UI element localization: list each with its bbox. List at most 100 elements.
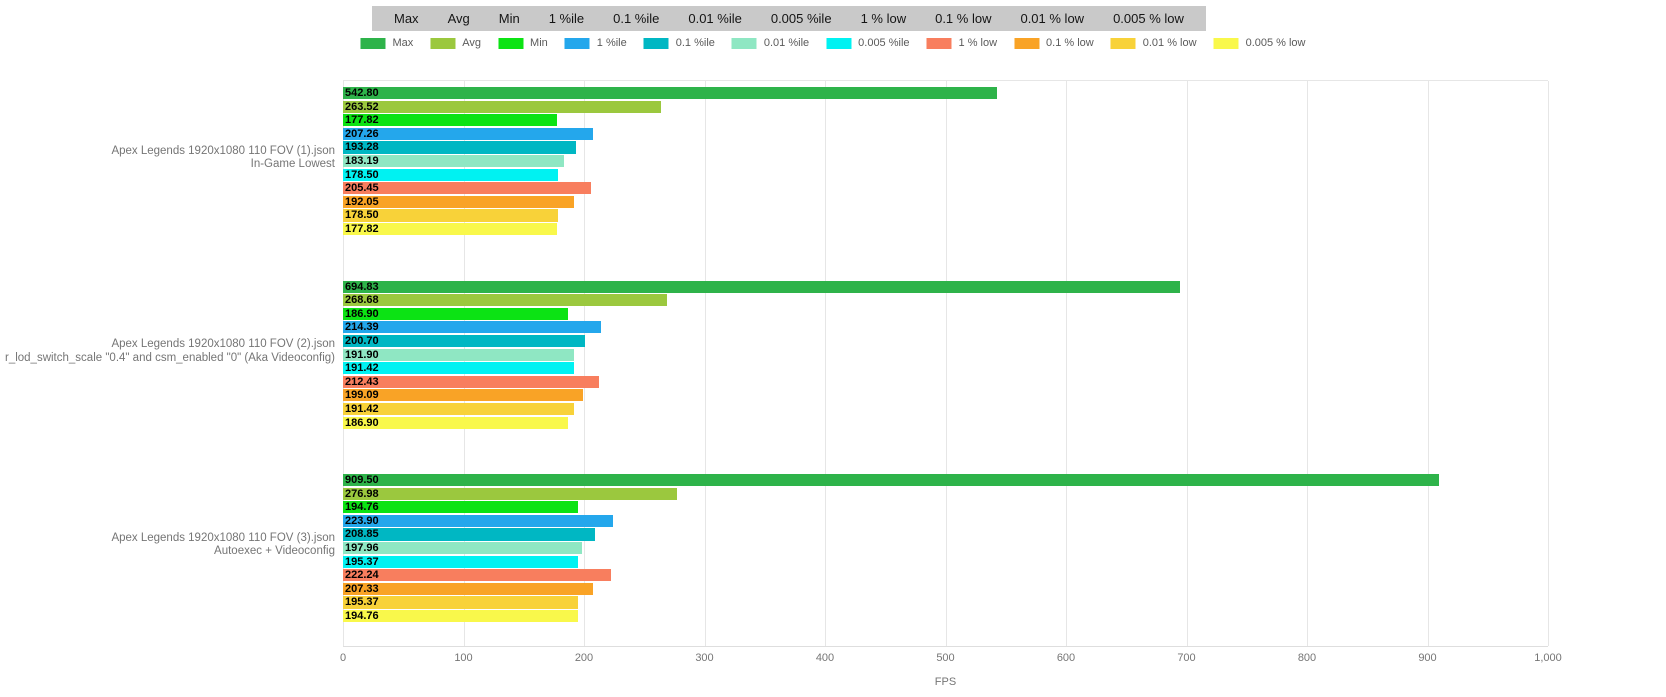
gridline-300	[704, 81, 706, 646]
chart-legend: Max Avg Min 1 %ile 0.1 %ile 0.01 %ile 0.005 %i…	[360, 37, 1306, 49]
x-tick-label-900: 900	[1418, 652, 1437, 664]
legend-item-label: 0.005 %ile	[858, 37, 910, 49]
x-tick-label-400: 400	[815, 652, 835, 664]
group-label-line2: In-Game Lowest	[250, 158, 335, 171]
bar-value-label: 214.39	[345, 321, 379, 334]
toolbar-button-0-01-low[interactable]: 0.01 % low	[1020, 11, 1085, 26]
toolbar-button-max[interactable]: Max	[394, 11, 419, 26]
bar-group2-0-1-low: 199.09	[343, 389, 583, 402]
legend-item-0-1-low: 0.1 % low	[1014, 37, 1094, 49]
toolbar-button-0-01-ile[interactable]: 0.01 %ile	[688, 11, 742, 26]
toolbar-button-1-ile[interactable]: 1 %ile	[548, 11, 585, 26]
bar-value-label: 195.37	[345, 555, 379, 568]
bar-value-label: 276.98	[345, 487, 379, 500]
bar-group1-1-ile: 207.26	[343, 127, 593, 140]
legend-item-label: Min	[530, 37, 548, 49]
gridline-900	[1427, 81, 1429, 646]
legend-swatch-icon	[1110, 37, 1136, 49]
legend-item-label: 1 % low	[958, 37, 998, 49]
legend-item-label: 0.01 %ile	[763, 37, 810, 49]
bar-group3-1-low: 222.24	[343, 569, 611, 582]
toolbar-button-0-1-ile[interactable]: 0.1 %ile	[613, 11, 660, 26]
bar-group1-0-1-low: 192.05	[343, 195, 575, 208]
bar-group2-0-005-ile: 191.42	[343, 362, 574, 375]
group-label-2: Apex Legends 1920x1080 110 FOV (2).json r…	[0, 338, 335, 365]
legend-item-label: 0.1 %ile	[675, 37, 715, 49]
bar-group3-min: 194.76	[343, 501, 578, 514]
bar-value-label: 263.52	[345, 100, 379, 113]
legend-item-0-005-ile: 0.005 %ile	[826, 37, 910, 49]
legend-swatch-icon	[1014, 37, 1040, 49]
bar-group3-1-ile: 223.90	[343, 514, 613, 527]
bar-group1-0-01-ile: 183.19	[343, 155, 564, 168]
bar-group2-1-low: 212.43	[343, 375, 599, 388]
legend-item-label: 0.005 % low	[1245, 37, 1306, 49]
group-label-1: Apex Legends 1920x1080 110 FOV (1).json I…	[0, 145, 335, 172]
bar-value-label: 194.76	[345, 610, 379, 623]
bar-group3-0-005-ile: 195.37	[343, 555, 579, 568]
toolbar-button-avg[interactable]: Avg	[447, 11, 470, 26]
legend-item-1-ile: 1 %ile	[564, 37, 627, 49]
group-label-3: Apex Legends 1920x1080 110 FOV (3).json A…	[0, 532, 335, 559]
bar-value-label: 177.82	[345, 223, 379, 236]
bar-group2-1-ile: 214.39	[343, 321, 602, 334]
toolbar-button-1-low[interactable]: 1 % low	[860, 11, 907, 26]
bar-group1-1-low: 205.45	[343, 182, 591, 195]
bar-group3-avg: 276.98	[343, 487, 677, 500]
bar-group1-max: 542.80	[343, 87, 998, 100]
toolbar-button-0-005-low[interactable]: 0.005 % low	[1113, 11, 1184, 26]
x-tick-label-200: 200	[574, 652, 594, 664]
bar-value-label: 207.33	[345, 582, 379, 595]
x-tick-label-0: 0	[339, 652, 347, 664]
bar-group2-max: 694.83	[343, 280, 1181, 293]
bar-value-label: 191.42	[345, 362, 379, 375]
group-label-line2: Autoexec + Videoconfig	[214, 545, 335, 558]
gridline-1000	[1548, 81, 1549, 646]
bar-group1-avg: 263.52	[343, 100, 661, 113]
legend-swatch-icon	[643, 37, 669, 49]
bar-group3-0-1-low: 207.33	[343, 582, 593, 595]
group-label-line1: Apex Legends 1920x1080 110 FOV (3).json	[111, 531, 335, 544]
bar-value-label: 178.50	[345, 168, 379, 181]
bar-value-label: 208.85	[345, 528, 379, 541]
group-label-line2: r_lod_switch_scale "0.4" and csm_enabled…	[4, 351, 335, 364]
legend-item-label: Max	[392, 37, 414, 49]
legend-swatch-icon	[826, 37, 852, 49]
bar-value-label: 178.50	[345, 209, 379, 222]
bar-group3-0-01-ile: 197.96	[343, 542, 582, 555]
bar-value-label: 542.80	[345, 87, 379, 100]
bar-value-label: 200.70	[345, 334, 379, 347]
gridline-700	[1186, 81, 1188, 646]
x-tick-label-500: 500	[936, 652, 955, 664]
bar-value-label: 205.45	[345, 182, 379, 195]
bar-group3-max: 909.50	[343, 474, 1439, 487]
bar-value-label: 186.90	[345, 307, 379, 320]
legend-item-0-01-ile: 0.01 %ile	[731, 37, 810, 49]
bar-value-label: 183.19	[345, 155, 379, 168]
toolbar-button-0-1-low[interactable]: 0.1 % low	[935, 11, 992, 26]
bar-value-label: 193.28	[345, 141, 379, 154]
plot-area: 542.80 263.52 177.82 207.26 193.28 183.19 178.…	[343, 80, 1549, 647]
legend-item-1-low: 1 % low	[926, 37, 998, 49]
toolbar-button-0-005-ile[interactable]: 0.005 %ile	[770, 11, 832, 26]
group-label-line1: Apex Legends 1920x1080 110 FOV (1).json	[111, 144, 335, 157]
bar-group2-min: 186.90	[343, 307, 569, 320]
bar-value-label: 194.76	[345, 501, 379, 514]
bar-value-label: 197.96	[345, 542, 379, 555]
bar-group1-0-005-ile: 178.50	[343, 168, 559, 181]
bar-group2-0-01-ile: 191.90	[343, 348, 575, 361]
bar-group3-0-005-low: 194.76	[343, 610, 578, 623]
bar-group2-0-01-low: 191.42	[343, 402, 574, 416]
bar-group1-min: 177.82	[343, 114, 558, 127]
bar-value-label: 909.50	[345, 474, 379, 487]
legend-item-0-01-low: 0.01 % low	[1110, 37, 1197, 49]
legend-swatch-icon	[731, 37, 757, 49]
toolbar-button-min[interactable]: Min	[498, 11, 520, 26]
bar-group2-0-1-ile: 200.70	[343, 334, 585, 348]
bar-value-label: 268.68	[345, 294, 379, 307]
bar-group3-0-01-low: 195.37	[343, 596, 579, 609]
bar-value-label: 191.42	[345, 402, 379, 415]
legend-item-0-1-ile: 0.1 %ile	[643, 37, 715, 49]
gridline-200	[584, 81, 585, 646]
